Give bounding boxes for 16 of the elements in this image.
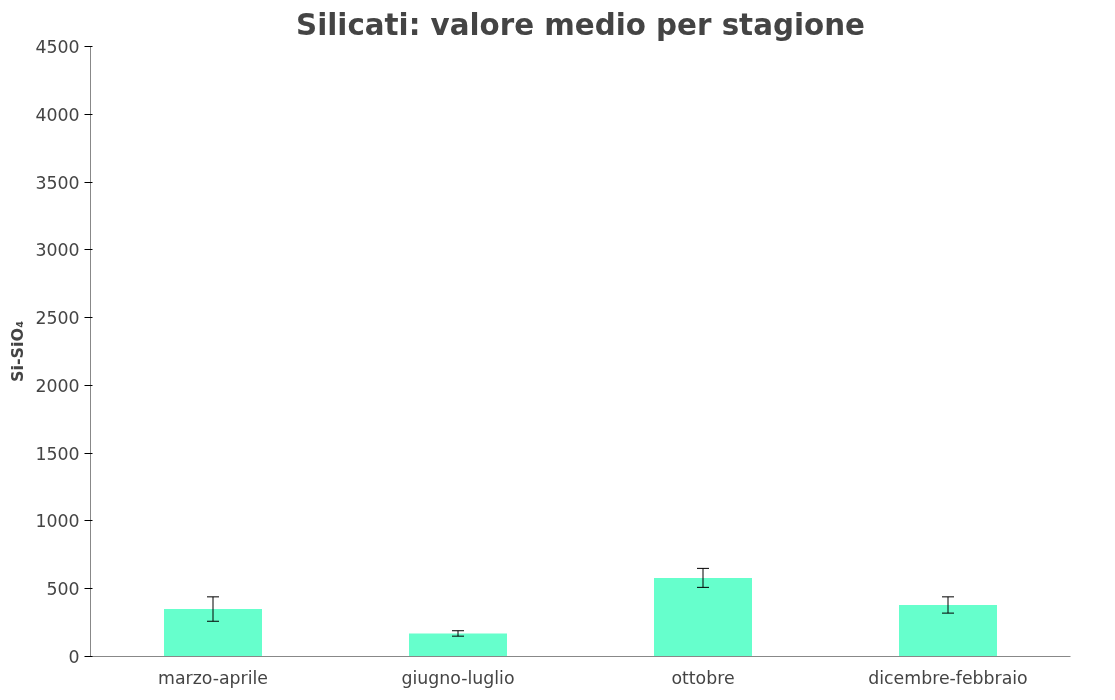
x-tick-label: marzo-aprile — [158, 667, 268, 688]
y-tick-label: 4500 — [35, 37, 80, 57]
y-tick-label: 3000 — [35, 240, 80, 261]
y-tick-label: 1000 — [35, 511, 80, 532]
x-tick-label: giugno-luglio — [401, 667, 515, 688]
y-tick-label: 0 — [68, 647, 80, 667]
chart-title: Silicati: valore medio per stagione — [296, 7, 865, 42]
x-tick-label: ottobre — [671, 667, 735, 688]
y-tick-label: 4000 — [35, 104, 80, 125]
y-axis-title: Si-SiO₄ — [8, 320, 28, 383]
y-tick-label: 2500 — [35, 308, 80, 329]
y-tick-label: 500 — [46, 579, 80, 600]
y-tick-label: 1500 — [35, 443, 80, 464]
x-tick-label: dicembre-febbraio — [868, 667, 1028, 688]
y-tick-label: 3500 — [35, 172, 80, 193]
y-tick-label: 2000 — [35, 375, 80, 396]
